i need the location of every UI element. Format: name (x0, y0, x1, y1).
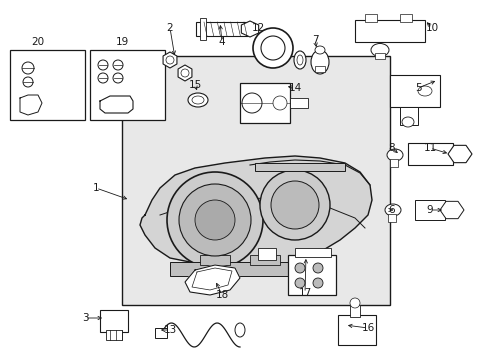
Text: 14: 14 (288, 83, 301, 93)
Text: 4: 4 (218, 37, 225, 47)
Circle shape (113, 73, 123, 83)
Circle shape (113, 60, 123, 70)
Circle shape (98, 60, 108, 70)
Bar (289, 98, 307, 108)
Circle shape (294, 263, 305, 273)
Bar (106, 330, 122, 340)
Bar (240, 83, 289, 123)
Ellipse shape (370, 44, 388, 57)
Circle shape (23, 77, 33, 87)
Circle shape (252, 28, 292, 68)
Ellipse shape (293, 51, 305, 69)
Circle shape (312, 263, 323, 273)
Bar (170, 262, 299, 276)
Text: 12: 12 (251, 23, 264, 33)
Ellipse shape (386, 149, 402, 161)
Circle shape (312, 278, 323, 288)
Text: 13: 13 (163, 325, 176, 335)
Bar (155, 328, 167, 338)
Text: 16: 16 (361, 323, 374, 333)
Polygon shape (184, 265, 240, 295)
Bar (10, 50, 85, 120)
Bar (407, 143, 452, 165)
Bar (389, 75, 439, 107)
Bar (287, 255, 335, 295)
Circle shape (349, 298, 359, 308)
Circle shape (179, 184, 250, 256)
Circle shape (195, 200, 235, 240)
Polygon shape (178, 65, 191, 81)
Bar (414, 200, 444, 220)
Circle shape (167, 172, 263, 268)
Bar (249, 255, 280, 265)
Bar (122, 56, 389, 305)
Bar (200, 255, 229, 265)
Text: 17: 17 (298, 288, 311, 298)
Circle shape (294, 278, 305, 288)
Polygon shape (140, 156, 371, 268)
Bar (294, 248, 330, 257)
Polygon shape (100, 96, 133, 113)
Circle shape (98, 73, 108, 83)
Ellipse shape (401, 117, 413, 127)
Ellipse shape (310, 50, 328, 74)
Circle shape (270, 181, 318, 229)
Circle shape (181, 69, 189, 77)
Text: 15: 15 (188, 80, 201, 90)
Bar (258, 248, 275, 260)
Ellipse shape (187, 93, 207, 107)
Ellipse shape (417, 86, 431, 96)
Text: 18: 18 (215, 290, 228, 300)
Bar (399, 14, 411, 22)
Polygon shape (241, 21, 258, 37)
Bar (364, 14, 376, 22)
Bar (349, 305, 359, 317)
Bar (374, 53, 384, 59)
Bar (387, 214, 395, 222)
Text: 2: 2 (166, 23, 173, 33)
Bar (254, 163, 345, 171)
Ellipse shape (384, 204, 400, 216)
Ellipse shape (296, 55, 303, 65)
Bar (354, 20, 424, 42)
Bar (337, 315, 375, 345)
Polygon shape (163, 52, 177, 68)
Text: 6: 6 (388, 205, 394, 215)
Circle shape (242, 93, 262, 113)
Bar (90, 50, 164, 120)
Text: 19: 19 (115, 37, 128, 47)
Text: 5: 5 (414, 83, 421, 93)
Circle shape (260, 170, 329, 240)
Text: 20: 20 (31, 37, 44, 47)
Polygon shape (20, 95, 42, 115)
Bar (314, 66, 325, 72)
Circle shape (261, 36, 285, 60)
Circle shape (22, 62, 34, 74)
Text: 1: 1 (93, 183, 99, 193)
Circle shape (272, 96, 286, 110)
Ellipse shape (192, 96, 203, 104)
Text: 3: 3 (81, 313, 88, 323)
Bar (196, 22, 247, 36)
Bar (389, 159, 397, 167)
Text: 9: 9 (426, 205, 432, 215)
Text: 11: 11 (423, 143, 436, 153)
Text: 10: 10 (425, 23, 438, 33)
Polygon shape (439, 201, 463, 219)
Circle shape (165, 56, 174, 64)
Ellipse shape (235, 323, 244, 337)
Polygon shape (447, 145, 471, 163)
Text: 8: 8 (388, 143, 394, 153)
Bar (100, 310, 128, 332)
Text: 7: 7 (311, 35, 318, 45)
Bar (200, 18, 205, 40)
Ellipse shape (314, 46, 325, 54)
Bar (399, 107, 417, 125)
